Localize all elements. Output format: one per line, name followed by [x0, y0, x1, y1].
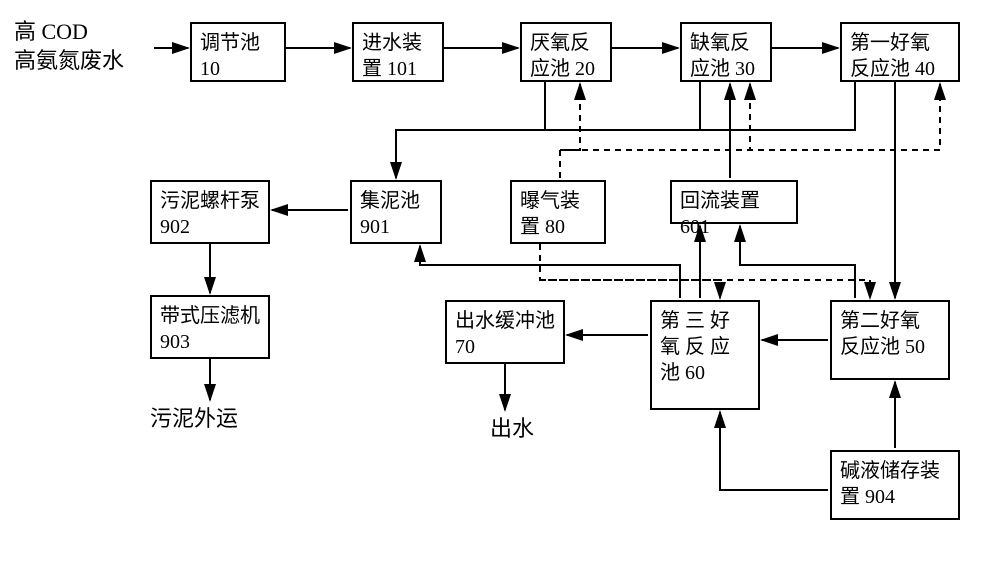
edge-e11 — [560, 84, 940, 150]
edge-e6 — [396, 82, 545, 178]
edge-e8 — [396, 82, 855, 130]
belt-press-box: 带式压滤机903 — [150, 295, 270, 359]
aerobic3-tank-box: 第 三 好氧 反 应池 60 — [650, 300, 760, 410]
edge-e7 — [396, 82, 700, 130]
sludge-pit-box: 集泥池901 — [350, 180, 442, 244]
aeration-device-box: 曝气装置 80 — [510, 180, 606, 244]
edge-e25 — [720, 412, 828, 490]
alkali-storage-box: 碱液储存装置 904 — [830, 450, 960, 520]
anaerobic-tank-box: 厌氧反应池 20 — [520, 22, 612, 82]
edge-e22 — [420, 246, 680, 298]
input-wastewater-label: 高 COD高氨氮废水 — [14, 18, 174, 75]
inlet-device-box: 进水装置 101 — [352, 22, 444, 82]
anoxic-tank-box: 缺氧反应池 30 — [680, 22, 772, 82]
reflux-device-box: 回流装置 601 — [670, 180, 798, 224]
buffer-tank-box: 出水缓冲池70 — [445, 300, 565, 364]
edge-e24 — [540, 280, 870, 298]
edge-e10 — [560, 84, 750, 150]
sludge-out-label: 污泥外运 — [150, 405, 238, 434]
edge-e9 — [560, 84, 580, 178]
aerobic2-tank-box: 第二好氧反应池 50 — [830, 300, 950, 380]
sludge-pump-box: 污泥螺杆泵902 — [150, 180, 270, 244]
water-out-label: 出水 — [490, 415, 534, 444]
edge-e23 — [540, 244, 720, 298]
regulating-tank-box: 调节池10 — [190, 22, 286, 82]
aerobic1-tank-box: 第一好氧反应池 40 — [840, 22, 960, 82]
edge-e21 — [740, 226, 855, 298]
